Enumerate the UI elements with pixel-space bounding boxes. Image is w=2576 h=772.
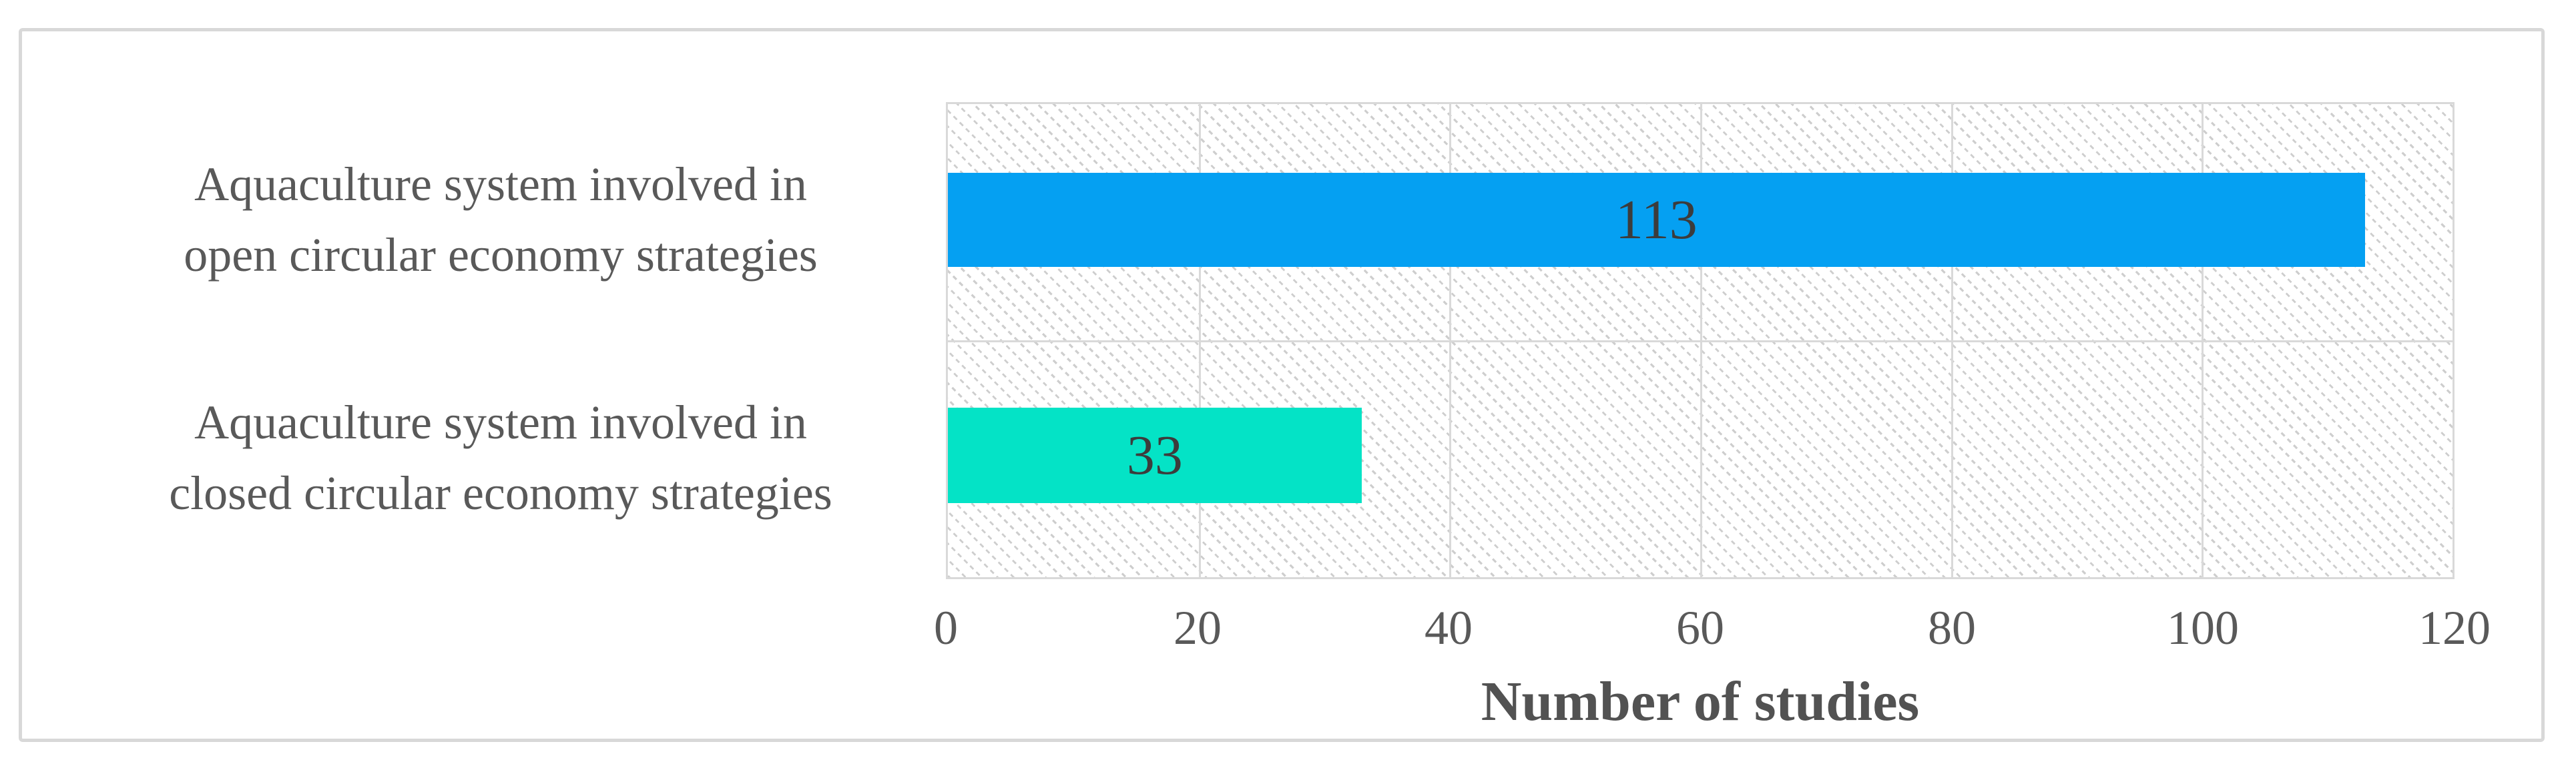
bar-open-strategies: 113 (948, 173, 2365, 267)
x-axis-title: Number of studies (1481, 671, 1920, 733)
x-tick-20: 20 (1174, 601, 1222, 655)
category-label-closed-strategies: Aquaculture system involved in closed ci… (60, 387, 941, 528)
category-label-line: closed circular economy strategies (169, 466, 832, 520)
plot-area: 113 33 (946, 102, 2455, 579)
x-tick-40: 40 (1425, 601, 1473, 655)
x-tick-0: 0 (934, 601, 958, 655)
bar-value-label: 33 (1126, 424, 1183, 486)
bar-closed-strategies: 33 (948, 408, 1362, 503)
x-tick-60: 60 (1676, 601, 1724, 655)
x-tick-100: 100 (2167, 601, 2239, 655)
category-label-line: Aquaculture system involved in (194, 157, 807, 211)
x-tick-120: 120 (2418, 601, 2491, 655)
x-tick-80: 80 (1928, 601, 1976, 655)
category-label-open-strategies: Aquaculture system involved in open circ… (60, 149, 941, 290)
bar-value-label: 113 (1615, 188, 1698, 251)
category-row-separator (948, 340, 2453, 342)
category-label-line: Aquaculture system involved in (194, 396, 807, 449)
category-label-line: open circular economy strategies (184, 228, 818, 282)
